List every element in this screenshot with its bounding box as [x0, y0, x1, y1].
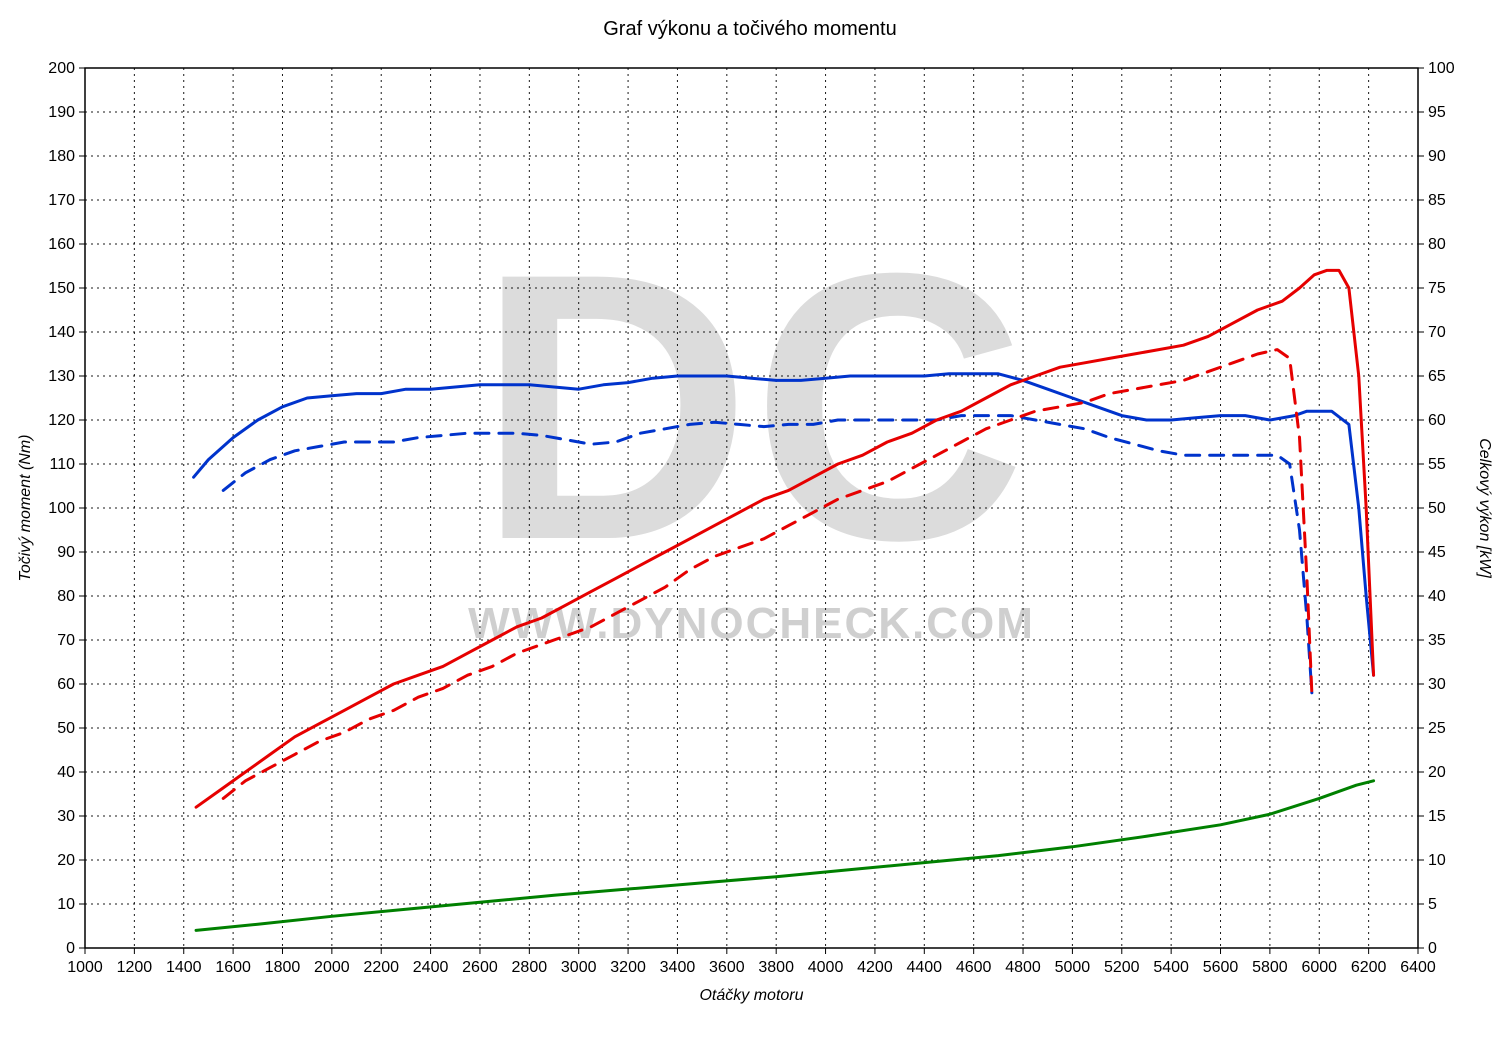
y-right-tick-label: 25	[1428, 720, 1446, 737]
y-right-tick-label: 95	[1428, 104, 1446, 121]
watermark-dc: DC	[477, 194, 1026, 619]
y-right-tick-label: 15	[1428, 808, 1446, 825]
y-right-tick-label: 30	[1428, 676, 1446, 693]
x-tick-label: 1200	[117, 959, 153, 976]
x-tick-label: 2000	[314, 959, 350, 976]
x-tick-label: 2800	[512, 959, 548, 976]
chart-title: Graf výkonu a točivého momentu	[0, 18, 1500, 41]
x-tick-label: 4800	[1005, 959, 1041, 976]
y-left-tick-label: 110	[49, 456, 75, 473]
y-right-tick-label: 100	[1428, 60, 1455, 77]
series-loss_solid	[196, 781, 1373, 931]
x-tick-label: 6400	[1400, 959, 1436, 976]
x-tick-label: 6200	[1351, 959, 1387, 976]
x-tick-label: 2400	[413, 959, 449, 976]
x-tick-label: 3800	[758, 959, 794, 976]
y-left-tick-label: 50	[57, 720, 75, 737]
y-left-tick-label: 140	[48, 324, 75, 341]
y-right-tick-label: 5	[1428, 896, 1437, 913]
x-tick-label: 3400	[660, 959, 696, 976]
y-left-tick-label: 180	[48, 148, 75, 165]
y-right-tick-label: 75	[1428, 280, 1446, 297]
x-tick-label: 4600	[956, 959, 992, 976]
x-tick-label: 5800	[1252, 959, 1288, 976]
y-left-tick-label: 150	[48, 280, 75, 297]
y-left-tick-label: 90	[57, 544, 75, 561]
y-left-tick-label: 30	[57, 808, 75, 825]
y-right-tick-label: 45	[1428, 544, 1446, 561]
x-tick-label: 3600	[709, 959, 745, 976]
y-left-tick-label: 100	[48, 500, 75, 517]
y-right-tick-label: 35	[1428, 632, 1446, 649]
dyno-chart: DCWWW.DYNOCHECK.COM100012001400160018002…	[0, 0, 1500, 1041]
y-right-axis-label: Celkový výkon [kW]	[1476, 438, 1493, 578]
y-left-tick-label: 70	[57, 632, 75, 649]
x-tick-label: 3200	[610, 959, 646, 976]
y-left-tick-label: 20	[57, 852, 75, 869]
y-right-tick-label: 90	[1428, 148, 1446, 165]
x-tick-label: 5200	[1104, 959, 1140, 976]
y-right-tick-label: 50	[1428, 500, 1446, 517]
x-tick-label: 5400	[1153, 959, 1189, 976]
y-left-tick-label: 40	[57, 764, 75, 781]
y-right-tick-label: 55	[1428, 456, 1446, 473]
y-right-tick-label: 20	[1428, 764, 1446, 781]
y-right-tick-label: 85	[1428, 192, 1446, 209]
y-right-tick-label: 0	[1428, 940, 1437, 957]
y-right-tick-label: 80	[1428, 236, 1446, 253]
y-right-tick-label: 70	[1428, 324, 1446, 341]
x-axis-label: Otáčky motoru	[699, 987, 803, 1004]
x-tick-label: 1000	[67, 959, 103, 976]
y-left-tick-label: 80	[57, 588, 75, 605]
y-left-tick-label: 170	[48, 192, 75, 209]
x-tick-label: 6000	[1301, 959, 1337, 976]
y-right-tick-label: 65	[1428, 368, 1446, 385]
x-tick-label: 4000	[808, 959, 844, 976]
y-left-tick-label: 200	[48, 60, 75, 77]
y-right-tick-label: 10	[1428, 852, 1446, 869]
x-tick-label: 2600	[462, 959, 498, 976]
y-right-tick-label: 40	[1428, 588, 1446, 605]
y-left-tick-label: 190	[48, 104, 75, 121]
x-tick-label: 5600	[1203, 959, 1239, 976]
y-left-tick-label: 0	[66, 940, 75, 957]
x-tick-label: 5000	[1055, 959, 1091, 976]
chart-container: Graf výkonu a točivého momentu DCWWW.DYN…	[0, 0, 1500, 1041]
y-left-tick-label: 10	[57, 896, 75, 913]
x-tick-label: 4400	[906, 959, 942, 976]
y-left-tick-label: 160	[48, 236, 75, 253]
y-left-tick-label: 130	[48, 368, 75, 385]
x-tick-label: 4200	[857, 959, 893, 976]
x-tick-label: 1600	[215, 959, 251, 976]
x-tick-label: 1400	[166, 959, 202, 976]
x-tick-label: 2200	[363, 959, 399, 976]
y-left-tick-label: 60	[57, 676, 75, 693]
y-right-tick-label: 60	[1428, 412, 1446, 429]
x-tick-label: 3000	[561, 959, 597, 976]
y-left-tick-label: 120	[48, 412, 75, 429]
x-tick-label: 1800	[265, 959, 301, 976]
y-left-axis-label: Točivý moment (Nm)	[17, 435, 34, 582]
